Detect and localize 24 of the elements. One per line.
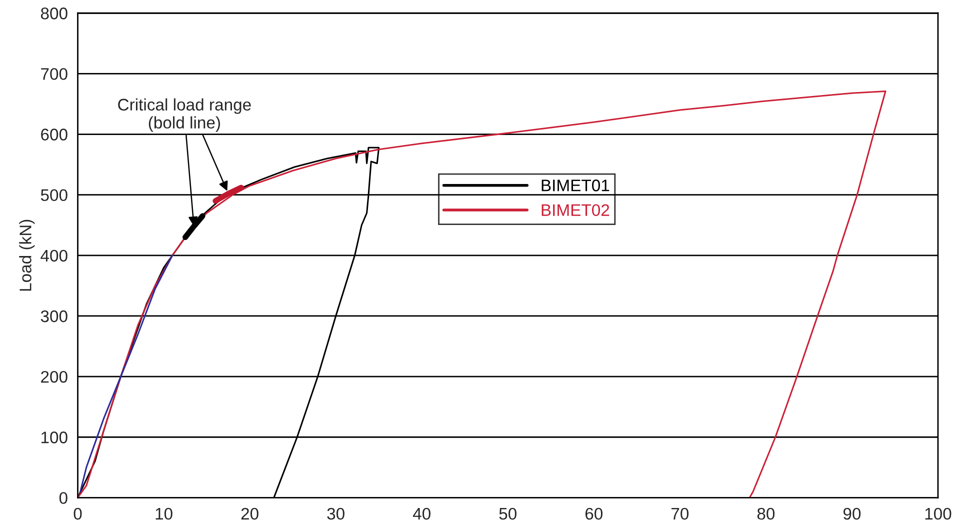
y-axis-title: Load (kN) [19, 220, 35, 291]
x-tick-label: 20 [241, 508, 258, 520]
x-tick-label: 90 [843, 508, 861, 520]
x-tick-label: 30 [327, 508, 344, 520]
y-tick-label: 700 [41, 68, 68, 80]
y-tick-label: 200 [41, 370, 68, 383]
x-tick-label: 100 [925, 508, 952, 520]
y-tick-label: 400 [40, 250, 68, 262]
y-tick-label: 500 [40, 189, 68, 202]
x-tick-label: 50 [499, 508, 516, 520]
y-tick-label: 800 [40, 8, 68, 20]
text: BIMET02 [542, 204, 610, 216]
x-tick-label: 60 [585, 508, 603, 520]
text: BIMET01 [542, 180, 610, 192]
x-tick-label: 0 [74, 508, 82, 520]
x-tick-label: 70 [672, 508, 689, 520]
annotation: Critical load range (bold line) [118, 98, 251, 132]
x-tick-label: 80 [757, 508, 775, 520]
y-tick-label: 300 [40, 310, 68, 322]
x-tick-label: 40 [412, 508, 430, 520]
y-tick-label: 600 [41, 128, 68, 140]
x-tick-label: 10 [156, 508, 172, 520]
y-tick-label: 100 [42, 432, 68, 444]
y-tick-label: 0 [59, 492, 68, 504]
